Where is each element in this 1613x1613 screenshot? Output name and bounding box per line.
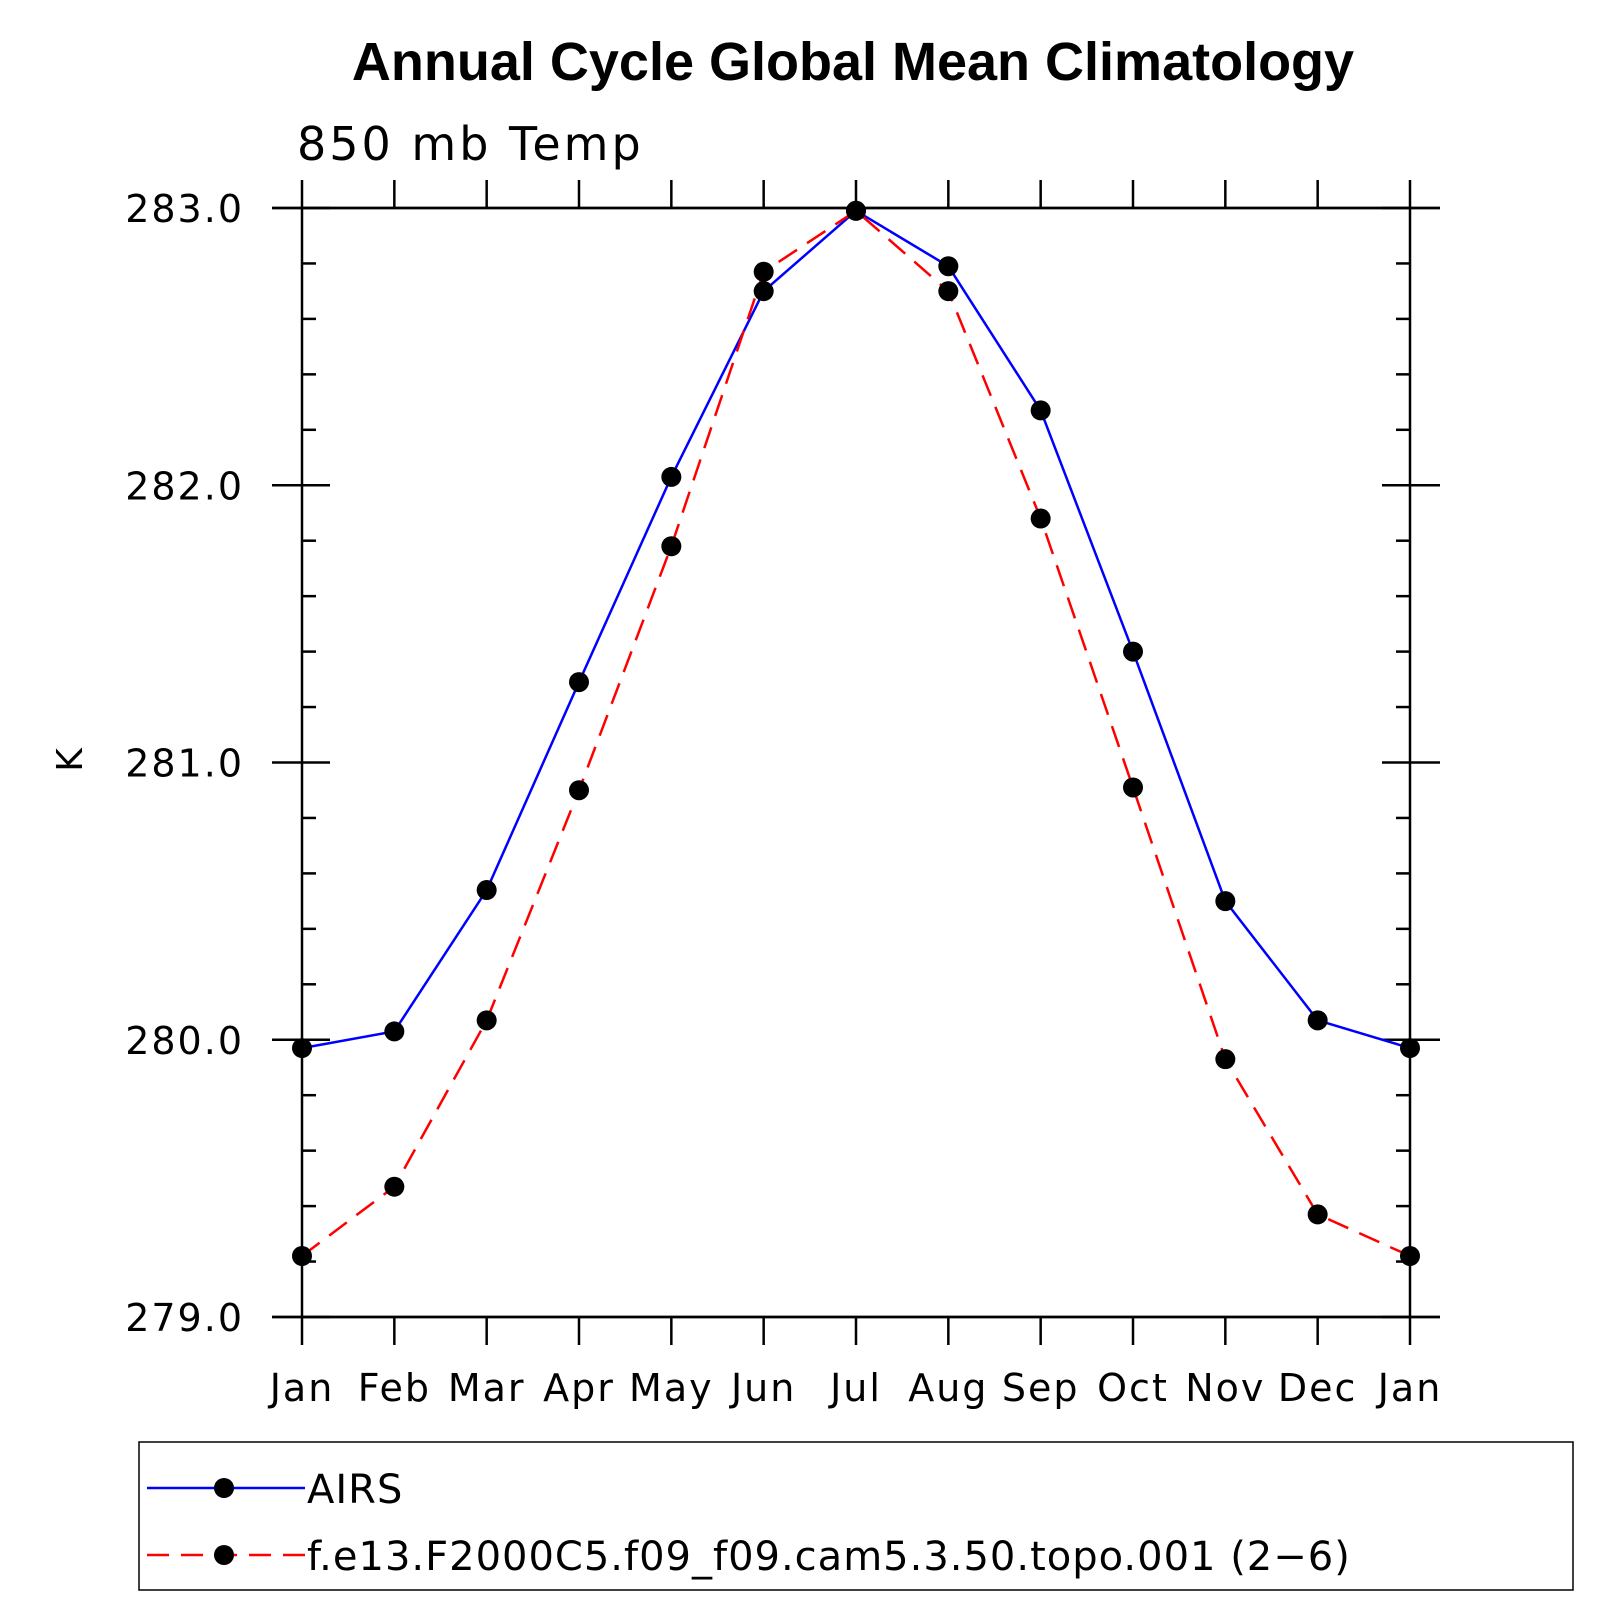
x-tick-label: Sep: [1002, 1366, 1080, 1410]
x-tick-label: May: [629, 1366, 714, 1410]
series-1-point: [1307, 1204, 1328, 1225]
series-line-0: [301, 209, 1411, 1050]
x-tick-label: Jul: [828, 1366, 882, 1410]
series-0-point: [569, 672, 589, 693]
x-tick-label: Dec: [1278, 1366, 1358, 1410]
series-1-point: [1030, 508, 1051, 529]
series-1-point: [938, 281, 959, 302]
series-1-point: [1123, 777, 1143, 798]
x-tick-label: Jan: [268, 1366, 335, 1410]
series-1-point: [292, 1246, 312, 1267]
x-tick-label: Nov: [1185, 1366, 1265, 1410]
series-0-point: [1030, 400, 1051, 421]
x-tick-label: Feb: [358, 1366, 431, 1410]
x-tick-label: Jun: [729, 1366, 796, 1410]
series-0-point: [384, 1021, 405, 1042]
series-1-point: [384, 1176, 405, 1197]
series-0-point: [1307, 1010, 1328, 1031]
series-0-point: [476, 880, 497, 901]
y-axis-label: K: [50, 747, 91, 772]
y-tick-label: 282.0: [125, 464, 244, 508]
x-tick-label: Jan: [1376, 1366, 1443, 1410]
legend-box: [138, 1441, 1574, 1591]
chart-title: Annual Cycle Global Mean Climatology: [352, 32, 1354, 92]
legend: AIRS f.e13.F2000C5.f09_f09.cam5.3.50.top…: [138, 1441, 1574, 1591]
series-0-point: [1123, 641, 1143, 662]
series-1-point: [846, 200, 866, 221]
chart-subtitle: 850 mb Temp: [297, 117, 644, 171]
series-1-point: [569, 780, 589, 801]
y-tick-label: 280.0: [125, 1019, 244, 1063]
legend-marker-model: [214, 1545, 234, 1565]
legend-label-model: f.e13.F2000C5.f09_f09.cam5.3.50.topo.001…: [307, 1534, 1351, 1580]
series-1-point: [1215, 1049, 1236, 1070]
series-line-1: [301, 209, 1411, 1258]
series-1-point: [753, 261, 774, 282]
series-0-point: [1215, 891, 1236, 912]
series-1-point: [476, 1010, 497, 1031]
series-0-point: [938, 256, 959, 277]
y-tick-label: 281.0: [125, 742, 244, 786]
x-tick-label: Mar: [448, 1366, 526, 1410]
series-1-point: [1400, 1246, 1420, 1267]
x-tick-label: Oct: [1097, 1366, 1169, 1410]
plot-frame: [300, 206, 1412, 1319]
series-0-point: [1400, 1038, 1420, 1059]
x-tick-label: Apr: [543, 1366, 615, 1410]
series-1-point: [661, 536, 682, 557]
y-tick-label: 283.0: [125, 187, 244, 231]
legend-label-airs: AIRS: [307, 1467, 403, 1513]
series-0-point: [292, 1038, 312, 1059]
legend-marker-airs: [214, 1478, 234, 1498]
series-0-point: [661, 466, 682, 487]
series-0-point: [753, 281, 774, 302]
x-tick-label: Aug: [908, 1366, 988, 1410]
y-tick-label: 279.0: [125, 1296, 244, 1340]
